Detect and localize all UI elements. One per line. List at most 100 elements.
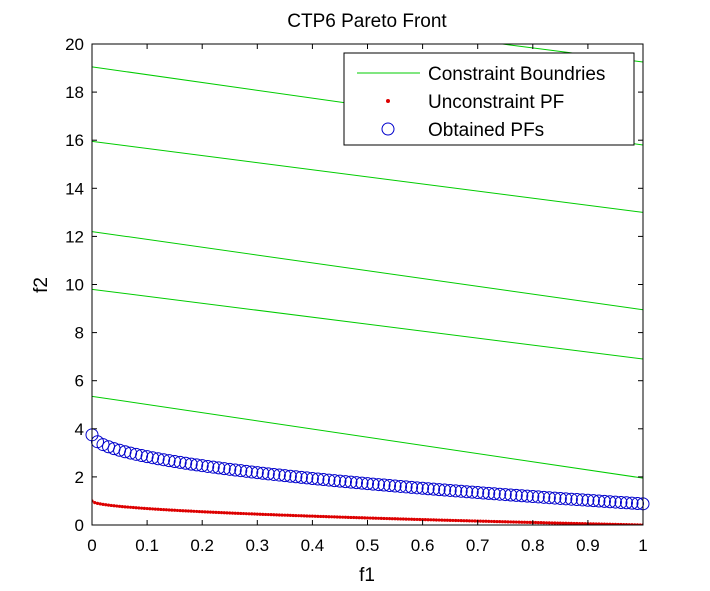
x-tick-label: 0.6	[411, 536, 435, 555]
unconstraint-pf-point	[509, 520, 513, 524]
unconstraint-pf-point	[341, 515, 345, 519]
x-tick-labels: 0 0.1 0.2 0.3 0.4 0.5 0.6 0.7 0.8 0.9 1	[87, 536, 647, 555]
unconstraint-pf-point	[120, 504, 124, 509]
constraint-boundary-line	[92, 395, 643, 479]
x-tick-label: 0.1	[135, 536, 159, 555]
x-tick-label: 0.7	[466, 536, 490, 555]
obtained-pf-point	[553, 491, 567, 505]
unconstraint-pf-point	[137, 506, 141, 510]
unconstraint-pf-point	[597, 522, 601, 525]
unconstraint-pf-point	[379, 516, 383, 520]
unconstraint-pf-point	[321, 514, 326, 519]
unconstraint-pf-point	[219, 511, 224, 515]
unconstraint-pf-point	[192, 509, 196, 513]
obtained-pf-point	[493, 487, 507, 501]
axis-ticks	[91, 43, 644, 526]
unconstraint-pf-point	[382, 516, 386, 521]
unconstraint-pf-point	[539, 521, 543, 525]
unconstraint-pf-point	[316, 514, 320, 518]
unconstraint-pf-point	[492, 519, 496, 524]
unconstraint-pf-point	[619, 522, 623, 525]
unconstraint-pf-point	[561, 521, 565, 525]
obtained-pf-point	[283, 469, 297, 483]
unconstraint-pf-point	[112, 504, 116, 508]
unconstraint-pf-point	[167, 508, 171, 512]
unconstraint-pf-point	[101, 502, 105, 506]
obtained-pf-point	[311, 472, 325, 486]
unconstraint-pf-point	[131, 505, 135, 510]
y-tick-labels: 0 2 4 6 8 10 12 14 16 18 20	[65, 35, 84, 535]
obtained-pf-point	[564, 492, 578, 506]
unconstraint-pf-point	[360, 516, 364, 520]
obtained-pf-point	[327, 474, 341, 488]
obtained-pf-point	[454, 484, 468, 498]
unconstraint-pf-point	[239, 511, 243, 516]
unconstraint-pf-point	[310, 514, 314, 518]
unconstraint-pf-point	[266, 512, 270, 517]
x-tick-label: 1	[638, 536, 647, 555]
unconstraint-pf-point	[421, 517, 425, 522]
unconstraint-pf-point	[407, 517, 411, 521]
chart-title: CTP6 Pareto Front	[287, 11, 447, 32]
obtained-pf-point	[520, 489, 534, 503]
obtained-pf-point	[261, 467, 275, 481]
unconstraint-pf-point	[613, 522, 618, 525]
unconstraint-pf-point	[385, 516, 389, 521]
unconstraint-pf-point	[558, 521, 562, 525]
unconstraint-pf-point	[189, 509, 193, 513]
unconstraint-pf-point	[415, 517, 419, 522]
unconstraint-pf-point	[330, 515, 334, 519]
obtained-pf-point	[223, 462, 237, 476]
obtained-pf-point	[355, 476, 369, 490]
unconstraint-pf-point	[589, 522, 593, 525]
unconstraint-pf-point	[423, 518, 427, 522]
unconstraint-pf-point	[434, 518, 438, 522]
unconstraint-pf-point	[178, 508, 182, 513]
unconstraint-pf-point	[374, 516, 378, 520]
obtained-pf-point	[498, 488, 512, 502]
unconstraint-pf-point	[346, 515, 350, 519]
x-tick-label: 0.9	[576, 536, 600, 555]
unconstraint-pf-point	[404, 517, 408, 521]
unconstraint-pf-point	[324, 515, 328, 519]
unconstraint-pf-point	[280, 513, 284, 517]
unconstraint-pf-point	[611, 522, 615, 525]
unconstraint-pf-point	[269, 513, 273, 517]
unconstraint-pf-point	[109, 503, 113, 508]
unconstraint-pf-point	[308, 514, 312, 518]
obtained-pf-point	[228, 463, 242, 477]
unconstraint-pf-point	[294, 513, 298, 518]
obtained-pf-point	[515, 489, 529, 503]
unconstraint-pf-point	[327, 515, 331, 519]
obtained-pf-point	[471, 486, 485, 500]
obtained-pf-points	[85, 428, 650, 511]
obtained-pf-point	[267, 467, 281, 481]
unconstraint-pf-point	[211, 510, 215, 514]
unconstraint-pf-point	[126, 505, 130, 509]
obtained-pf-point	[548, 491, 562, 505]
unconstraint-pf-point	[602, 522, 607, 525]
unconstraint-pf-point	[393, 517, 397, 521]
obtained-pf-point	[531, 490, 545, 504]
unconstraint-pf-point	[247, 512, 251, 516]
obtained-pf-point	[234, 464, 248, 478]
unconstraint-pf-point	[387, 517, 392, 521]
obtained-pf-point	[195, 459, 209, 473]
obtained-pf-point	[608, 495, 622, 509]
obtained-pf-point	[619, 496, 633, 510]
obtained-pf-point	[570, 493, 584, 507]
unconstraint-pf-point	[481, 519, 485, 523]
unconstraint-pf-point	[376, 516, 381, 520]
unconstraint-pf-point	[569, 521, 573, 525]
obtained-pf-point	[377, 478, 391, 492]
legend-label-obtained-pfs: Obtained PFs	[428, 120, 544, 141]
obtained-pf-point	[559, 492, 573, 506]
unconstraint-pf-point	[440, 518, 444, 522]
y-tick-label: 18	[65, 83, 84, 102]
unconstraint-pf-point	[236, 511, 240, 515]
x-tick-label: 0	[87, 536, 96, 555]
unconstraint-pf-point	[305, 514, 309, 518]
unconstraint-pf-point	[228, 511, 232, 515]
obtained-pf-point	[239, 464, 253, 478]
